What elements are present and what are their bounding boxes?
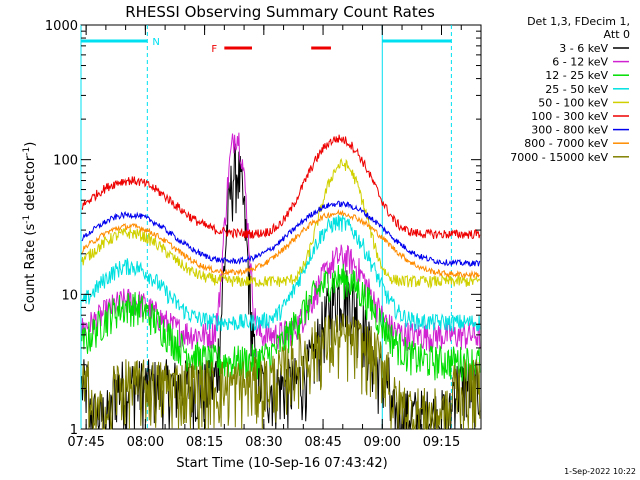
legend-header-line-1: Det 1,3, FDecim 1, <box>527 15 630 28</box>
x-tick-label: 07:45 <box>67 435 104 450</box>
x-tick-label: 08:00 <box>127 435 164 450</box>
legend-header-line-2: Att 0 <box>604 28 630 41</box>
x-axis-label: Start Time (10-Sep-16 07:43:42) <box>176 456 387 471</box>
series-line-7 <box>81 208 480 280</box>
x-tick-label: 08:30 <box>245 435 282 450</box>
plot-area: NF <box>80 25 481 431</box>
night-flag-label: N <box>152 37 159 48</box>
axes: 1 10 100 1000 07:45 08:00 08:15 08:30 08:45 09:00… <box>45 19 482 450</box>
series-line-4 <box>81 158 481 289</box>
legend-label-5: 100 - 300 keV <box>531 110 608 123</box>
chart-title: RHESSI Observing Summary Count Rates <box>125 3 435 21</box>
legend-label-7: 800 - 7000 keV <box>524 137 608 150</box>
legend-label-2: 12 - 25 keV <box>545 69 608 82</box>
footer-date: 1-Sep-2022 10:22 <box>564 467 636 476</box>
x-tick-label: 09:00 <box>364 435 401 450</box>
y-axis-label: Count Rate (s-1 detector-1) <box>22 142 38 313</box>
series-line-5 <box>81 134 481 240</box>
y-axis-label-sup1: -1 <box>22 215 32 224</box>
legend-label-3: 25 - 50 keV <box>545 83 608 96</box>
series-line-6 <box>81 200 481 267</box>
flare-flag-label: F <box>211 44 217 55</box>
y-axis-label-mid: detector <box>23 155 38 215</box>
y-axis-label-end: ) <box>23 142 38 147</box>
y-tick-label: 1000 <box>45 19 78 34</box>
series-line-3 <box>81 214 481 332</box>
y-tick-label: 100 <box>53 154 78 169</box>
x-tick-label: 08:45 <box>304 435 341 450</box>
y-tick-label: 10 <box>61 288 78 303</box>
x-tick-label: 09:15 <box>423 435 460 450</box>
legend-label-6: 300 - 800 keV <box>531 124 608 137</box>
legend-label-1: 6 - 12 keV <box>552 56 608 69</box>
legend-label-8: 7000 - 15000 keV <box>510 151 608 164</box>
y-axis-label-main: Count Rate (s <box>23 224 38 313</box>
series-line-8 <box>81 313 481 431</box>
y-axis-label-sup2: -1 <box>22 147 32 156</box>
legend-label-0: 3 - 6 keV <box>559 42 608 55</box>
legend-label-4: 50 - 100 keV <box>538 96 608 109</box>
series-line-2 <box>81 263 481 382</box>
x-tick-label: 08:15 <box>186 435 223 450</box>
y-tick-label: 1 <box>70 423 78 438</box>
